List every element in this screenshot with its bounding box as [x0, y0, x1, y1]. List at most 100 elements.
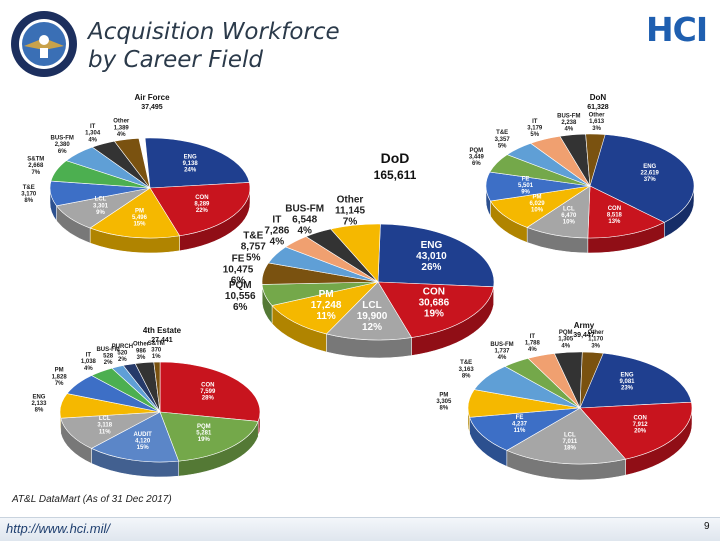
slice-label-line: 5,501: [518, 183, 534, 189]
slice-label-line: 4%: [297, 225, 312, 236]
slice-label-line: 1,305: [558, 337, 574, 343]
slice-label-line: 1,613: [589, 119, 605, 125]
slice-label-line: LCL: [99, 416, 111, 422]
slice-label-line: IT: [272, 214, 281, 225]
slice-label-line: 7,599: [200, 389, 216, 395]
slice-label-line: 28%: [202, 395, 215, 401]
slice-label-line: PM: [135, 209, 144, 215]
slice-label-line: 5%: [246, 253, 261, 264]
slice-label-line: 3,357: [495, 137, 511, 143]
slice-label-line: AUDIT: [133, 432, 152, 438]
slice-label-line: 5,281: [196, 431, 212, 437]
slice-label-line: 17,248: [311, 300, 342, 311]
slice-label-line: 3,179: [527, 125, 543, 131]
slice-label-line: 3,118: [97, 423, 112, 429]
slice-label-line: 8%: [440, 405, 449, 411]
slice-label-line: 6%: [233, 302, 248, 313]
slice-label-line: FE: [232, 254, 245, 265]
pie-title-airforce: Air Force: [134, 93, 170, 102]
slice-label-line: 6%: [231, 276, 246, 287]
slice-label-line: 2,238: [561, 120, 577, 126]
slice-label-line: 3,163: [459, 367, 475, 373]
slice-label-line: 2,133: [31, 401, 47, 407]
pie-title-4thestate: 4th Estate: [143, 326, 182, 335]
slice-label-line: 8%: [462, 373, 471, 379]
slice-label-line: IT: [530, 334, 536, 340]
slice-label-line: BUS-FM: [285, 203, 324, 214]
slice-label-line: 1%: [152, 354, 161, 360]
slice-label-line: 3,449: [469, 154, 485, 160]
slice-label-line: 4,237: [512, 422, 528, 428]
slice-label-line: 9,138: [183, 161, 199, 167]
slice-label-line: 30,686: [419, 298, 450, 309]
slice-label-line: 7,912: [633, 422, 649, 428]
slice-label-line: 986: [136, 348, 147, 354]
slice-label-line: FE: [516, 415, 524, 421]
slice-label-line: PM: [439, 392, 448, 398]
slice-label-line: Other: [589, 113, 606, 119]
slice-label-line: 4%: [84, 366, 93, 372]
slice-label-line: 2,668: [28, 163, 44, 169]
slice-label-line: 4%: [498, 355, 507, 361]
slice-label-line: 4%: [528, 347, 537, 353]
slice-label-line: 10,556: [225, 291, 256, 302]
slice-label-line: PM: [533, 194, 542, 200]
slice-label-line: BUS-FM: [557, 113, 580, 119]
slice-label-line: 15%: [133, 222, 146, 228]
slice-label-line: 2%: [104, 360, 113, 366]
slice-label-line: 8%: [24, 198, 33, 204]
slice-label-line: LCL: [362, 300, 381, 311]
slice-label-line: 6,470: [561, 213, 577, 219]
slice-label-line: 3%: [137, 355, 146, 361]
slice-label-line: ENG: [421, 240, 443, 251]
slice-label-line: PM: [319, 289, 334, 300]
slice-label-line: ENG: [643, 164, 656, 170]
slice-label-line: 7%: [55, 381, 64, 387]
slice-label-line: T&E: [496, 130, 508, 136]
slice-label-line: 4%: [88, 137, 97, 143]
slice-label-line: BUS-FM: [51, 136, 74, 142]
slice-label-line: CON: [195, 195, 208, 201]
slice-label-line: 7%: [343, 217, 358, 228]
slice-label-line: PQM: [470, 148, 484, 154]
slice-label-line: 1,038: [81, 359, 97, 365]
slice-label-line: 10%: [531, 208, 544, 214]
slice-label-line: 9,081: [619, 379, 635, 385]
slice-label-line: 19%: [424, 309, 444, 320]
slice-label-line: S&TM: [27, 157, 44, 163]
slice-label-line: 19,900: [357, 311, 388, 322]
slice-label-line: LCL: [563, 206, 575, 212]
slice-label-line: 19%: [198, 437, 211, 443]
slice-label-line: T&E: [23, 185, 35, 191]
slice-label-line: 13%: [608, 219, 621, 225]
slice-label-line: IT: [90, 124, 96, 130]
slice-label-line: 520: [117, 351, 128, 357]
slice-label-line: 6,548: [292, 214, 317, 225]
footer-url[interactable]: http://www.hci.mil/: [6, 521, 110, 536]
slice-label-line: 8,757: [241, 242, 266, 253]
slice-label-line: 8,518: [607, 212, 623, 218]
slice-label-line: FE: [522, 176, 530, 182]
slice-label-line: 7,011: [563, 439, 578, 445]
slice-label-line: 11%: [99, 429, 111, 435]
slice-label-line: 4%: [564, 127, 573, 133]
